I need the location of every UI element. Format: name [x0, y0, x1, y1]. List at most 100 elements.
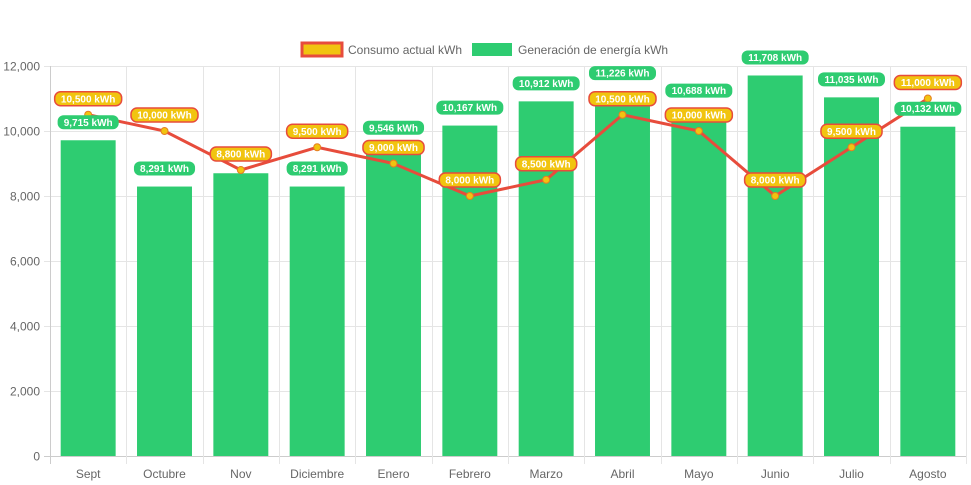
line-data-label-box	[209, 146, 273, 162]
bar-data-label-box	[512, 76, 580, 91]
bar-generacion	[824, 97, 879, 457]
line-consumo	[87, 97, 929, 198]
x-tick-label: Mayo	[684, 467, 714, 481]
bar-data-label: 8,291 kWh	[286, 161, 348, 176]
legend-item-consumo[interactable]: Consumo actual kWh	[300, 41, 462, 58]
bar-generacion	[595, 91, 650, 456]
bar-data-label-text: 10,167 kWh	[443, 103, 497, 114]
point-consumo	[923, 94, 932, 103]
bar-data-label-box	[589, 66, 656, 81]
point-consumo	[771, 192, 780, 200]
bar-generacion	[213, 173, 269, 456]
x-tick-label: Febrero	[449, 467, 491, 481]
bar-data-label-box	[741, 50, 809, 65]
bar-data-label: 8,291 kWh	[133, 161, 196, 176]
x-tick-label: Octubre	[143, 467, 186, 481]
line-data-label-text: 9,500 kWh	[827, 127, 876, 138]
bar-data-label: 9,546 kWh	[362, 120, 425, 135]
bar-data-label: 11,226 kWh	[589, 66, 656, 81]
bar-data-label-text: 10,912 kWh	[519, 79, 573, 90]
line-data-label: 10,000 kWh	[130, 107, 199, 123]
bar-generacion	[747, 75, 803, 457]
x-tick-label: Sept	[76, 467, 101, 481]
bar-data-label-box	[286, 161, 348, 176]
x-tick-label: Marzo	[529, 467, 563, 481]
line-data-label-text: 10,000 kWh	[137, 111, 191, 122]
bar-data-label: 10,688 kWh	[665, 83, 733, 98]
line-data-label-text: 11,000 kWh	[901, 78, 955, 89]
legend-swatch-consumo	[300, 41, 344, 58]
bar-data-label: 10,132 kWh	[894, 101, 962, 116]
bar-data-label-text: 10,688 kWh	[672, 86, 726, 97]
bar-data-label: 10,912 kWh	[512, 76, 580, 91]
y-tick-label: 0	[33, 450, 40, 464]
line-data-label: 8,800 kWh	[209, 146, 273, 162]
bar-data-label-text: 9,546 kWh	[369, 123, 418, 134]
legend-label-generacion: Generación de energía kWh	[518, 43, 668, 57]
x-tick-label: Junio	[761, 467, 790, 481]
bar-generacion	[900, 126, 956, 457]
bar-generacion	[518, 101, 574, 457]
line-data-label: 9,500 kWh	[285, 123, 349, 139]
legend-swatch-generacion	[472, 43, 512, 56]
point-consumo	[389, 159, 398, 168]
line-data-label-text: 9,000 kWh	[369, 143, 418, 154]
bar-data-label-box	[436, 100, 504, 115]
line-data-label-box	[362, 139, 425, 156]
y-tick-label: 12,000	[3, 60, 40, 74]
line-data-label-text: 10,500 kWh	[595, 94, 649, 105]
y-tick-label: 8,000	[10, 190, 40, 204]
bar-data-label: 11,708 kWh	[741, 50, 809, 65]
point-consumo	[313, 143, 322, 152]
bar-generacion	[671, 108, 727, 456]
point-consumo	[618, 110, 627, 119]
line-data-label-box	[664, 107, 734, 123]
point-consumo	[847, 143, 856, 152]
line-data-label-box	[820, 123, 883, 139]
bar-data-label-box	[57, 115, 119, 130]
point-consumo	[160, 127, 169, 135]
bar-data-label-box	[818, 72, 885, 87]
x-tick-label: Nov	[230, 467, 251, 481]
line-data-label-text: 10,000 kWh	[672, 111, 726, 122]
line-data-label-text: 8,500 kWh	[522, 159, 571, 170]
y-tick-label: 4,000	[10, 320, 40, 334]
y-tick-label: 2,000	[10, 385, 40, 399]
line-data-label: 8,500 kWh	[514, 156, 578, 172]
bars-series	[60, 75, 956, 457]
x-tick-label: Enero	[377, 467, 409, 481]
point-consumo	[465, 192, 474, 200]
legend: Consumo actual kWh Generación de energía…	[300, 41, 668, 58]
axes: 0 2,000 4,000 6,000 8,000 10,000 12,000 Sept Oct…	[3, 60, 947, 482]
y-tick-label: 6,000	[10, 255, 40, 269]
bar-data-label: 11,035 kWh	[818, 72, 885, 87]
x-tick-label: Diciembre	[290, 467, 344, 481]
line-data-labels: 10,500 kWh 10,000 kWh 8,800 kWh 9,500 kWh 9,…	[53, 74, 963, 188]
x-tick-label: Agosto	[909, 467, 947, 481]
y-tick-label: 10,000	[3, 125, 40, 139]
grid	[44, 66, 967, 464]
bar-data-label-text: 10,132 kWh	[901, 104, 955, 115]
line-data-label: 8,000 kWh	[743, 172, 807, 188]
line-data-label-box	[53, 91, 123, 107]
bar-data-label-box	[894, 101, 962, 116]
line-series	[84, 94, 932, 200]
bar-data-label-text: 11,226 kWh	[596, 69, 650, 80]
line-data-label-box	[743, 172, 807, 188]
legend-item-generacion[interactable]: Generación de energía kWh	[472, 43, 668, 57]
bar-generacion	[60, 140, 116, 456]
bar-data-label: 10,167 kWh	[436, 100, 504, 115]
bar-data-label-text: 11,035 kWh	[825, 75, 879, 86]
bar-data-label-text: 8,291 kWh	[293, 164, 342, 175]
line-data-label-box	[514, 156, 578, 172]
bar-data-label-box	[665, 83, 733, 98]
line-data-label-box	[588, 91, 657, 107]
line-data-label: 11,000 kWh	[893, 74, 963, 91]
line-data-label-text: 10,500 kWh	[61, 94, 115, 105]
point-consumo	[542, 175, 551, 184]
line-data-label-box	[285, 123, 349, 139]
bar-data-label-text: 11,708 kWh	[748, 53, 802, 64]
x-tick-label: Abril	[610, 467, 634, 481]
line-data-label-text: 8,000 kWh	[445, 176, 494, 187]
